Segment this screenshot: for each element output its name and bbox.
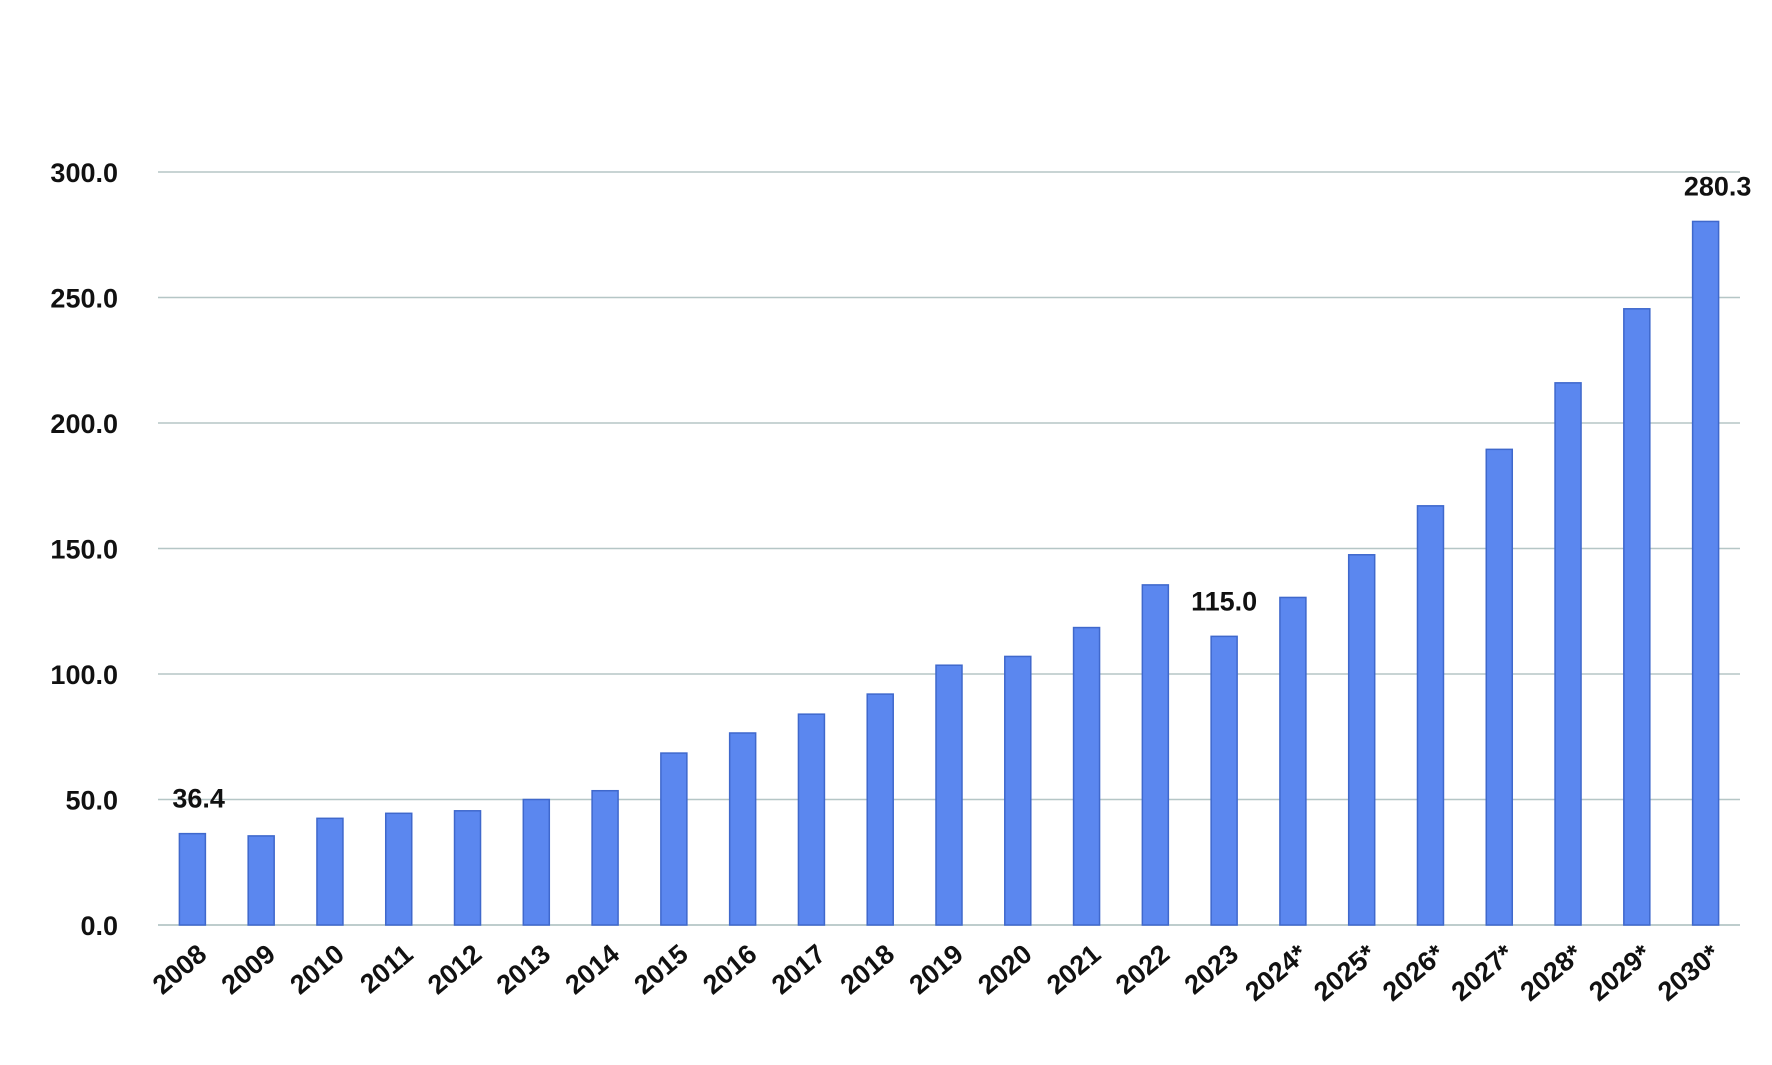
bar — [384, 812, 413, 926]
y-tick-label: 200.0 — [50, 409, 118, 439]
x-tick-label: 2009 — [216, 939, 281, 1001]
x-tick-label: 2017 — [766, 939, 831, 1001]
bar — [178, 832, 207, 926]
bar — [247, 835, 275, 926]
bar — [1279, 596, 1307, 926]
data-label: 280.3 — [1684, 171, 1752, 201]
y-tick-label: 250.0 — [50, 284, 118, 314]
y-tick-label: 300.0 — [50, 158, 118, 188]
data-label: 36.4 — [172, 784, 225, 814]
bar — [1141, 584, 1170, 926]
y-tick-label: 150.0 — [50, 535, 118, 565]
x-tick-label: 2010 — [285, 939, 350, 1001]
data-label: 115.0 — [1191, 586, 1257, 616]
y-tick-label: 50.0 — [65, 786, 118, 816]
x-tick-label: 2022 — [1110, 939, 1175, 1001]
bars — [178, 220, 1720, 926]
x-tick-label: 2011 — [354, 939, 418, 1000]
x-tick-label: 2023 — [1179, 939, 1244, 1001]
x-tick-label: 2018 — [835, 939, 900, 1001]
bar — [728, 732, 757, 926]
x-tick-label: 2021 — [1041, 939, 1106, 1001]
x-tick-label: 2030* — [1652, 938, 1726, 1007]
bar — [1691, 220, 1720, 926]
x-tick-label: 2026* — [1377, 938, 1451, 1007]
bar — [1416, 505, 1445, 926]
x-axis-tick-labels: 2008 2009 2010 2011 2012 2013 2014 2015 2016 2017… — [147, 938, 1726, 1007]
bar — [1554, 382, 1582, 926]
x-tick-label: 2027* — [1446, 938, 1520, 1007]
x-tick-label: 2015 — [628, 939, 693, 1001]
x-tick-label: 2025* — [1308, 938, 1382, 1007]
bar — [660, 752, 688, 926]
x-tick-label: 2013 — [491, 939, 556, 1001]
x-tick-label: 2029* — [1583, 938, 1657, 1007]
bar — [1485, 448, 1514, 926]
x-tick-label: 2012 — [422, 939, 487, 1001]
bar — [1210, 635, 1238, 926]
x-tick-label: 2016 — [697, 939, 762, 1001]
y-tick-label: 100.0 — [50, 660, 118, 690]
x-tick-label: 2019 — [904, 939, 969, 1001]
y-tick-label: 0.0 — [80, 911, 118, 941]
bar — [866, 693, 894, 926]
bar — [1004, 655, 1032, 926]
bar — [522, 798, 551, 926]
x-tick-label: 2028* — [1515, 938, 1589, 1007]
bar — [1347, 554, 1376, 926]
x-tick-label: 2014 — [560, 939, 625, 1001]
x-tick-label: 2020 — [972, 939, 1037, 1001]
bar — [935, 664, 963, 926]
bar — [591, 789, 619, 926]
y-axis-tick-labels: 0.0 50.0 100.0 150.0 200.0 250.0 300.0 — [50, 158, 118, 941]
bar — [316, 817, 344, 926]
bar — [453, 810, 482, 926]
data-labels: 36.4 115.0 280.3 — [172, 171, 1751, 813]
bar — [1623, 308, 1651, 926]
bar — [1072, 626, 1101, 926]
bar — [797, 713, 826, 926]
x-tick-label: 2008 — [147, 939, 212, 1001]
x-tick-label: 2024* — [1239, 938, 1313, 1007]
